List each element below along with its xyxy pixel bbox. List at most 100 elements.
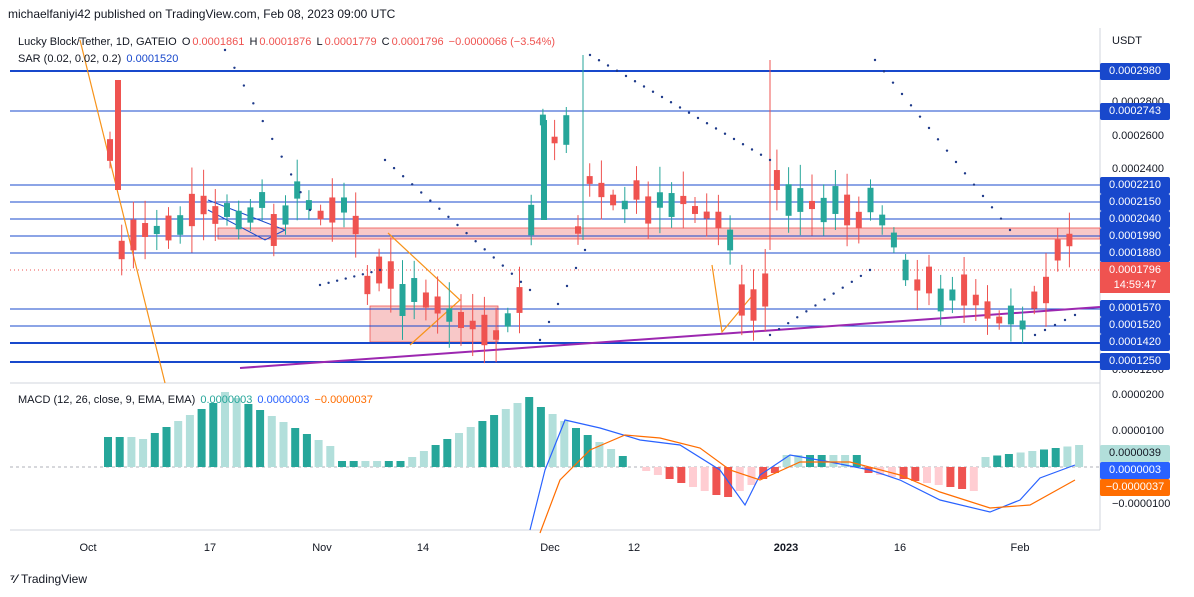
sar-dot — [528, 288, 532, 292]
candle-body — [165, 215, 172, 241]
macd-histogram-bar — [747, 467, 756, 485]
candle-body — [235, 210, 242, 230]
macd-hist-label: 0.0000039 — [1100, 445, 1170, 462]
sar-dot — [1033, 333, 1037, 337]
candle-body — [738, 284, 745, 316]
sar-dot — [261, 119, 264, 123]
sar-dot — [252, 102, 255, 105]
macd-histogram-bar — [876, 467, 885, 475]
signal-line — [539, 434, 1076, 534]
time-tick: Feb — [1010, 542, 1030, 554]
candle-body — [832, 186, 839, 214]
candle-body — [493, 330, 500, 340]
candle-body — [680, 195, 687, 205]
candle-body — [844, 194, 851, 226]
candle-body — [656, 192, 663, 208]
macd-histogram-bar — [349, 461, 358, 467]
level-label: 0.0001520 — [1100, 317, 1170, 334]
sar-dot — [999, 217, 1003, 220]
sar-dot — [318, 283, 322, 287]
sar-dot — [1053, 323, 1057, 327]
sar-dot — [633, 80, 637, 83]
candle-body — [317, 210, 324, 220]
sar-dot — [1008, 228, 1012, 232]
macd-histogram-bar — [1063, 446, 1072, 467]
candle-body — [541, 120, 547, 220]
macd-histogram-bar — [923, 467, 931, 483]
sar-dot — [642, 85, 646, 88]
price-tick: 0.0002600 — [1112, 130, 1164, 142]
macd-histogram-bar — [712, 467, 721, 495]
sar-dot — [344, 277, 347, 280]
candle-body — [446, 308, 453, 322]
currency-label: USDT — [1112, 35, 1142, 47]
candle-body — [294, 181, 301, 199]
macd-legend: MACD (12, 26, close, 9, EMA, EMA) 0.0000… — [18, 394, 375, 406]
level-label: 0.0002210 — [1100, 177, 1170, 194]
sar-dot — [786, 321, 790, 325]
macd-histogram-bar — [466, 427, 475, 467]
sar-dot — [519, 280, 523, 284]
sar-dot — [909, 104, 913, 107]
sar-dot — [510, 272, 514, 275]
macd-histogram-bar — [981, 457, 990, 467]
macd-histogram-bar — [1028, 451, 1037, 467]
macd-line-value: 0.0000003 — [257, 394, 310, 406]
sar-dot — [796, 316, 799, 319]
candle-body — [434, 296, 441, 314]
candle-body — [177, 215, 184, 235]
sar-dot — [805, 310, 808, 313]
level-label: 0.0002980 — [1100, 63, 1170, 80]
close-value: 0.0001796 — [391, 36, 444, 48]
macd-histogram-bar — [361, 461, 370, 467]
candle-body — [469, 320, 476, 330]
candle-body — [937, 288, 944, 312]
tradingview-logo-icon: ⁷⁄ — [10, 572, 17, 586]
candle-body — [1054, 239, 1061, 261]
symbol-label[interactable]: Lucky Block/Tether, 1D, GATEIO — [18, 36, 177, 48]
sar-dot — [954, 160, 958, 164]
candle-body — [984, 301, 991, 319]
macd-signal-value: −0.0000037 — [314, 394, 373, 406]
macd-histogram-bar — [115, 437, 124, 467]
sar-dot — [353, 275, 356, 278]
sar-dot — [492, 256, 495, 259]
sar-dot — [768, 333, 772, 337]
candle-body — [516, 287, 523, 313]
macd-histogram-bar — [887, 467, 896, 477]
macd-histogram-bar — [899, 467, 908, 479]
time-tick: 2023 — [773, 542, 799, 554]
macd-histogram-bar — [1004, 454, 1013, 467]
price-tick: 0.0002400 — [1112, 163, 1164, 175]
candle-body — [926, 266, 932, 294]
macd-histogram-bar — [408, 457, 417, 467]
sar-dot — [447, 215, 450, 219]
resistance-zone — [217, 227, 1101, 240]
sar-dot — [474, 240, 477, 243]
macd-histogram-bar — [946, 467, 955, 487]
sar-dot — [963, 172, 967, 175]
sar-dot — [335, 279, 339, 282]
sar-dot — [891, 81, 895, 84]
sar-dot — [927, 126, 931, 130]
pattern-line — [387, 232, 461, 346]
macd-histogram-bar — [689, 467, 697, 487]
macd-histogram-bar — [618, 456, 627, 467]
macd-histogram-bar — [279, 422, 288, 467]
macd-histogram-bar — [244, 404, 253, 467]
sar-label[interactable]: SAR (0.02, 0.02, 0.2) — [18, 53, 122, 65]
candle-body — [1066, 233, 1073, 247]
macd-label[interactable]: MACD (12, 26, close, 9, EMA, EMA) — [18, 394, 196, 406]
candle-body — [621, 200, 628, 210]
tradingview-brand[interactable]: ⁷⁄ TradingView — [10, 572, 87, 586]
sar-dot — [687, 111, 691, 114]
last-price-label: 0.0001796 — [1100, 262, 1170, 279]
macd-histogram-bar — [373, 461, 382, 467]
sar-dot — [597, 59, 601, 62]
sar-dot — [242, 84, 246, 87]
sar-dot — [392, 166, 396, 170]
macd-histogram-bar — [677, 467, 686, 483]
candle-body — [785, 184, 792, 216]
macd-histogram-bar — [782, 455, 791, 467]
